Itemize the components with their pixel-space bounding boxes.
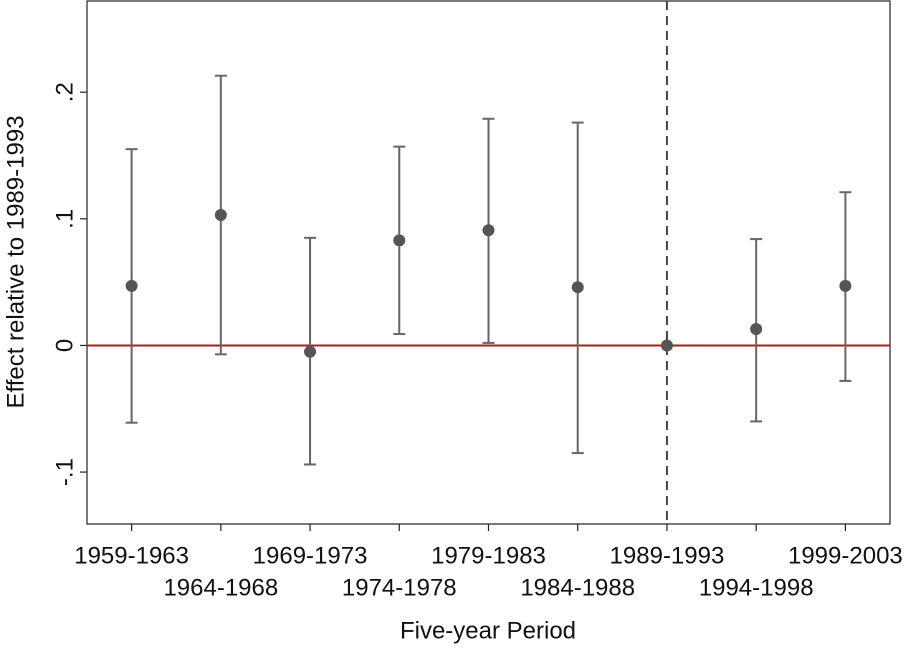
x-tick-label: 1999-2003 <box>788 542 903 569</box>
x-tick-label: 1979-1983 <box>431 542 546 569</box>
x-tick-label: 1994-1998 <box>699 574 814 601</box>
point <box>750 322 763 335</box>
point <box>660 339 673 352</box>
x-tick-label: 1974-1978 <box>342 574 457 601</box>
x-tick-label: 1969-1973 <box>253 542 368 569</box>
x-tick-label: 1984-1988 <box>520 574 635 601</box>
point <box>214 209 227 222</box>
point <box>393 234 406 247</box>
point <box>482 224 495 237</box>
y-tick-label: 0 <box>51 339 78 352</box>
point <box>304 345 317 358</box>
y-axis-title: Effect relative to 1989-1993 <box>2 115 29 408</box>
x-tick-label: 1959-1963 <box>74 542 189 569</box>
point <box>125 279 138 292</box>
point <box>571 281 584 294</box>
x-axis-title: Five-year Period <box>400 617 576 644</box>
point <box>839 279 852 292</box>
y-tick-label: .1 <box>51 209 78 229</box>
y-tick-label: -.1 <box>51 458 78 486</box>
y-tick-label: .2 <box>51 82 78 102</box>
x-tick-label: 1964-1968 <box>163 574 278 601</box>
x-tick-label: 1989-1993 <box>610 542 725 569</box>
